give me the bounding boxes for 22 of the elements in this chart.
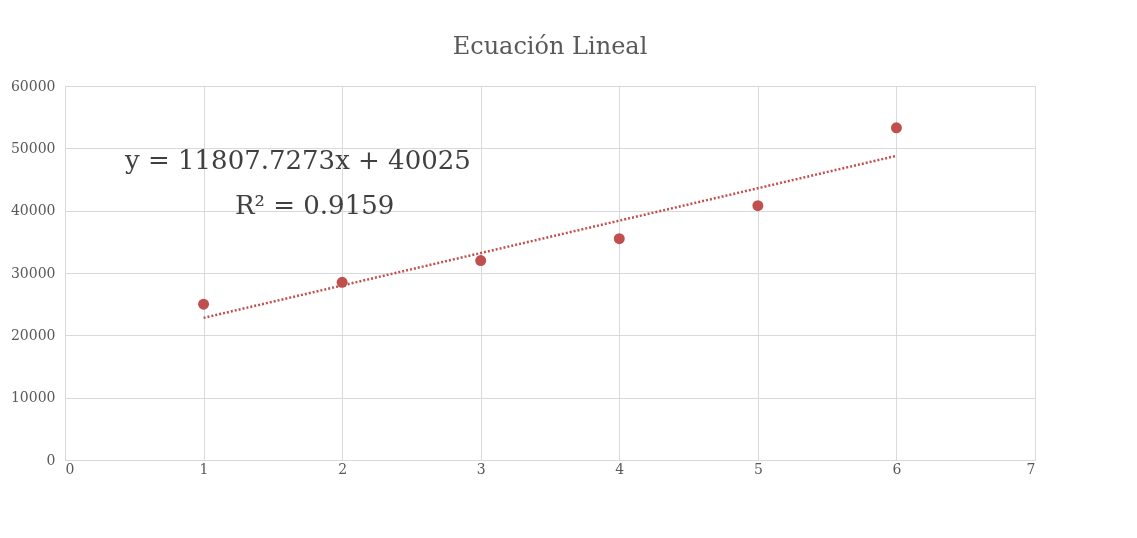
x-tick-label: 3 xyxy=(476,460,486,477)
x-tick-label: 6 xyxy=(892,460,902,477)
y-tick-label: 10000 xyxy=(10,389,56,406)
point xyxy=(752,200,764,212)
x-tick-label: 2 xyxy=(338,460,348,477)
annotation: y = 11807.7273x + 40025 xyxy=(124,145,471,175)
x-tick-label: 7 xyxy=(1026,460,1036,477)
point xyxy=(890,122,902,134)
y-tick-label: 20000 xyxy=(10,326,56,343)
y-tick-label: 60000 xyxy=(10,77,56,94)
annotation: R² = 0.9159 xyxy=(235,190,395,220)
x-tick-label: 4 xyxy=(615,460,625,477)
point xyxy=(475,255,487,266)
point xyxy=(613,233,625,245)
y-tick-label: 30000 xyxy=(10,264,56,281)
point xyxy=(198,298,210,310)
chart-title: Ecuación Lineal xyxy=(452,32,648,60)
y-tick-label: 50000 xyxy=(10,139,56,156)
y-tick-label: 40000 xyxy=(10,202,56,219)
x-tick-label: 5 xyxy=(753,460,763,477)
x-tick-label: 0 xyxy=(65,460,75,477)
x-tick-label: 1 xyxy=(199,460,209,477)
